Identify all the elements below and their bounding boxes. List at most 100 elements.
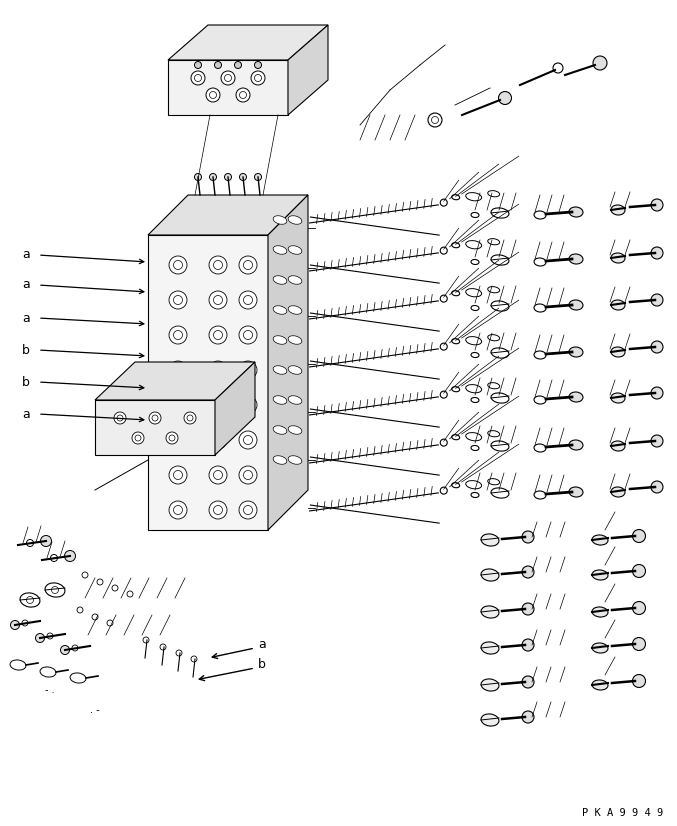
Ellipse shape — [452, 482, 460, 487]
Ellipse shape — [288, 425, 302, 434]
Circle shape — [632, 675, 645, 687]
Circle shape — [135, 435, 141, 441]
Circle shape — [173, 401, 183, 410]
Circle shape — [428, 113, 442, 127]
Circle shape — [149, 412, 161, 424]
Circle shape — [114, 412, 126, 424]
Circle shape — [194, 61, 202, 69]
Circle shape — [194, 74, 202, 82]
Circle shape — [440, 199, 447, 206]
Circle shape — [169, 361, 187, 379]
Ellipse shape — [288, 396, 302, 404]
Ellipse shape — [611, 253, 625, 263]
Ellipse shape — [273, 335, 287, 344]
Circle shape — [51, 586, 58, 594]
Circle shape — [522, 603, 534, 615]
Circle shape — [255, 173, 261, 181]
Circle shape — [173, 365, 183, 374]
Circle shape — [173, 435, 183, 444]
Ellipse shape — [569, 300, 583, 310]
Circle shape — [440, 487, 447, 494]
Circle shape — [239, 256, 257, 274]
Circle shape — [213, 330, 223, 339]
Circle shape — [239, 326, 257, 344]
Circle shape — [173, 506, 183, 515]
Circle shape — [209, 501, 227, 519]
Circle shape — [213, 471, 223, 480]
Circle shape — [173, 296, 183, 305]
Circle shape — [651, 435, 663, 447]
Circle shape — [440, 439, 447, 446]
Circle shape — [239, 501, 257, 519]
Ellipse shape — [40, 667, 56, 677]
Text: b: b — [258, 658, 266, 672]
Ellipse shape — [466, 192, 481, 201]
Ellipse shape — [466, 288, 481, 297]
Circle shape — [191, 656, 197, 662]
Circle shape — [209, 256, 227, 274]
Ellipse shape — [534, 396, 546, 404]
Circle shape — [213, 506, 223, 515]
Circle shape — [26, 596, 33, 604]
Ellipse shape — [466, 385, 481, 393]
Circle shape — [651, 199, 663, 211]
Circle shape — [225, 173, 232, 181]
Ellipse shape — [288, 306, 302, 314]
Circle shape — [240, 173, 246, 181]
Polygon shape — [148, 235, 268, 530]
Circle shape — [255, 74, 261, 82]
Ellipse shape — [471, 492, 479, 497]
Circle shape — [244, 435, 253, 444]
Circle shape — [239, 396, 257, 414]
Ellipse shape — [569, 254, 583, 264]
Circle shape — [169, 291, 187, 309]
Ellipse shape — [481, 679, 499, 691]
Ellipse shape — [569, 207, 583, 217]
Circle shape — [41, 535, 51, 547]
Ellipse shape — [471, 397, 479, 402]
Ellipse shape — [592, 643, 608, 653]
Ellipse shape — [481, 534, 499, 546]
Circle shape — [239, 361, 257, 379]
Circle shape — [632, 529, 645, 543]
Circle shape — [132, 432, 144, 444]
Ellipse shape — [611, 347, 625, 357]
Circle shape — [143, 637, 149, 643]
Ellipse shape — [491, 301, 509, 311]
Ellipse shape — [288, 366, 302, 374]
Circle shape — [255, 61, 261, 69]
Circle shape — [213, 296, 223, 305]
Circle shape — [440, 391, 447, 398]
Ellipse shape — [569, 487, 583, 497]
Ellipse shape — [487, 478, 500, 485]
Ellipse shape — [481, 714, 499, 726]
Circle shape — [213, 401, 223, 410]
Text: b: b — [22, 376, 30, 388]
Ellipse shape — [45, 583, 65, 597]
Text: - .: - . — [45, 685, 55, 695]
Circle shape — [522, 676, 534, 688]
Circle shape — [522, 639, 534, 651]
Circle shape — [632, 564, 645, 577]
Ellipse shape — [534, 444, 546, 452]
Circle shape — [107, 620, 113, 626]
Ellipse shape — [288, 216, 302, 225]
Polygon shape — [268, 195, 308, 530]
Circle shape — [209, 431, 227, 449]
Ellipse shape — [611, 300, 625, 310]
Text: a: a — [22, 407, 30, 420]
Ellipse shape — [487, 239, 500, 244]
Ellipse shape — [534, 491, 546, 499]
Polygon shape — [168, 25, 328, 60]
Ellipse shape — [491, 393, 509, 403]
Ellipse shape — [487, 430, 500, 437]
Circle shape — [593, 56, 607, 70]
Ellipse shape — [466, 337, 481, 344]
Ellipse shape — [466, 433, 481, 441]
Ellipse shape — [487, 287, 500, 292]
Circle shape — [92, 614, 98, 620]
Ellipse shape — [491, 208, 509, 218]
Ellipse shape — [471, 212, 479, 217]
Circle shape — [239, 291, 257, 309]
Ellipse shape — [481, 606, 499, 618]
